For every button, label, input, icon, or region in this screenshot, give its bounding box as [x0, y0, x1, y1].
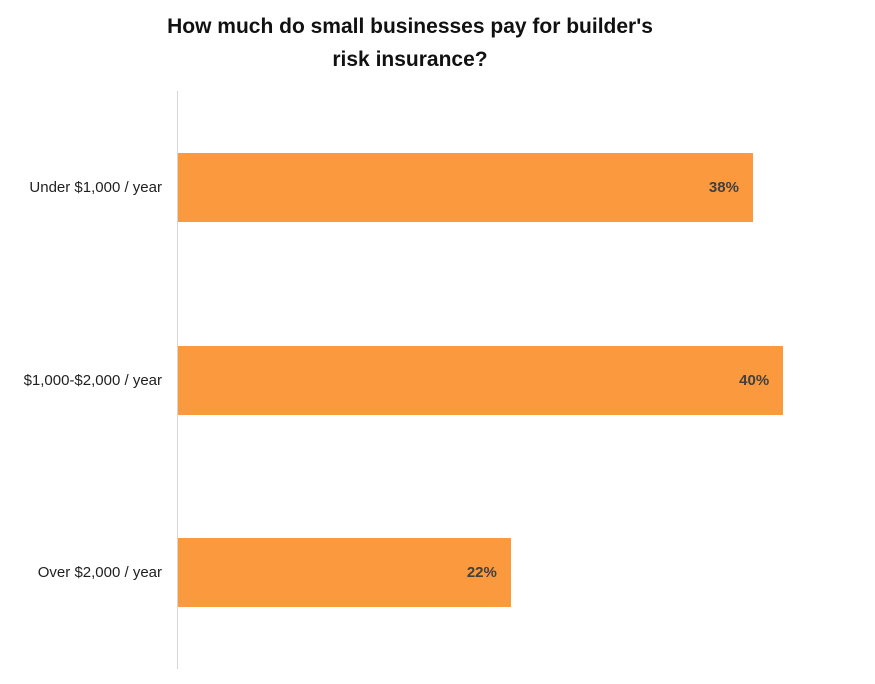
- bar-row: Over $2,000 / year 22%: [38, 476, 874, 669]
- chart-title: How much do small businesses pay for bui…: [167, 15, 653, 71]
- category-label-1000-2000: $1,000-$2,000 / year: [23, 371, 162, 389]
- bar-row: Under $1,000 / year 38%: [29, 91, 874, 284]
- plot-area: Under $1,000 / year 38% $1,000-$2,000 / …: [24, 91, 874, 669]
- category-label-under-1000: Under $1,000 / year: [29, 178, 162, 196]
- value-label: 38%: [708, 178, 739, 196]
- bar-under-1000: 38%: [178, 152, 753, 222]
- value-label: 40%: [739, 371, 770, 389]
- category-label-over-2000: Over $2,000 / year: [37, 564, 162, 582]
- chart-title-container: How much do small businesses pay for bui…: [0, 10, 820, 76]
- bar-row: $1,000-$2,000 / year 40%: [24, 284, 874, 477]
- value-label: 22%: [466, 564, 497, 582]
- bar-over-2000: 22%: [178, 538, 511, 608]
- bar-1000-2000: 40%: [178, 345, 784, 415]
